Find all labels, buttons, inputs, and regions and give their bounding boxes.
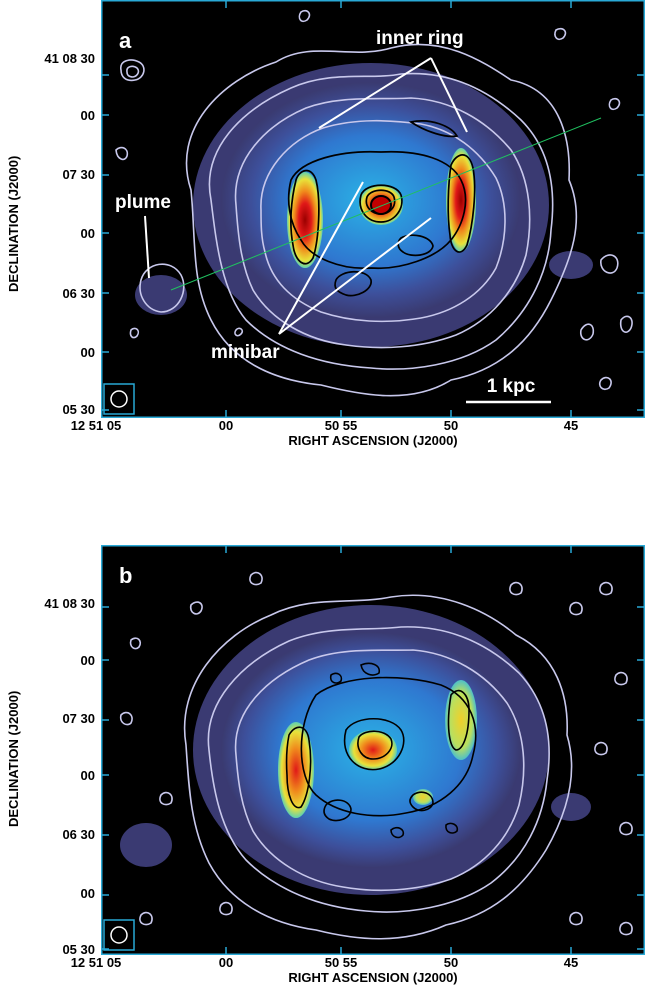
panel-a-plume-label: plume — [115, 192, 171, 213]
panel-a-xtick-4: 45 — [563, 418, 579, 433]
panel-b-outer-contours — [119, 571, 633, 940]
panel-b-ytick-2: 07 30 — [62, 711, 95, 726]
panel-b-frame — [101, 545, 645, 955]
panel-b-xtick-4: 45 — [563, 955, 579, 970]
panel-a: 1 kpc a inner ring plume minibar DECLINA… — [0, 0, 645, 470]
panel-b-emission — [120, 605, 591, 895]
panel-b-ytick-0: 41 08 30 — [44, 596, 95, 611]
panel-a-label: a — [119, 28, 132, 53]
panel-b-map: b — [101, 545, 645, 955]
panel-b-beam-ellipse — [110, 926, 128, 944]
panel-a-xtick-1: 00 — [218, 418, 234, 433]
panel-a-scale-label: 1 kpc — [487, 376, 536, 397]
panel-b-ytick-5: 00 — [80, 886, 95, 901]
panel-a-inner-ring-label: inner ring — [376, 28, 464, 49]
panel-a-ytick-1: 00 — [80, 108, 95, 123]
panel-a-emission — [135, 63, 593, 347]
panel-b-beam-box — [103, 919, 135, 951]
panel-a-ytick-0: 41 08 30 — [44, 51, 95, 66]
panel-a-beam-ellipse — [110, 390, 128, 408]
panel-b-xtick-0: 12 51 05 — [70, 955, 122, 970]
panel-a-xtick-3: 50 — [443, 418, 459, 433]
panel-a-ytick-5: 00 — [80, 345, 95, 360]
panel-a-frame — [101, 0, 645, 418]
panel-a-xlabel: RIGHT ASCENSION (J2000) — [288, 433, 458, 448]
panel-a-ytick-2: 07 30 — [62, 167, 95, 182]
panel-b-ytick-6: 05 30 — [62, 942, 95, 957]
panel-b-label: b — [119, 563, 132, 588]
panel-b-xtick-1: 00 — [218, 955, 234, 970]
panel-a-slit-line — [170, 117, 602, 291]
panel-b-xtick-2: 50 55 — [324, 955, 358, 970]
panel-a-outer-contours — [115, 9, 633, 397]
panel-a-annotation-pointers — [144, 57, 468, 335]
panel-a-map: 1 kpc a inner ring plume minibar — [101, 0, 645, 418]
panel-b-inner-contours — [285, 662, 477, 839]
panel-b-ytick-4: 06 30 — [62, 827, 95, 842]
panel-b: b DECLINATION (J2000) 41 08 30 00 07 30 … — [0, 545, 645, 1002]
panel-a-minibar-label: minibar — [211, 342, 280, 363]
panel-a-ytick-3: 00 — [80, 226, 95, 241]
panel-a-beam-box — [103, 383, 135, 415]
panel-b-ytick-1: 00 — [80, 653, 95, 668]
panel-b-xlabel: RIGHT ASCENSION (J2000) — [288, 970, 458, 985]
panel-a-inner-contours — [287, 120, 476, 297]
panel-a-ytick-4: 06 30 — [62, 286, 95, 301]
panel-b-ytick-3: 00 — [80, 768, 95, 783]
panel-a-xtick-0: 12 51 05 — [70, 418, 122, 433]
panel-b-xtick-3: 50 — [443, 955, 459, 970]
panel-a-ytick-6: 05 30 — [62, 402, 95, 417]
panel-a-xtick-2: 50 55 — [324, 418, 358, 433]
